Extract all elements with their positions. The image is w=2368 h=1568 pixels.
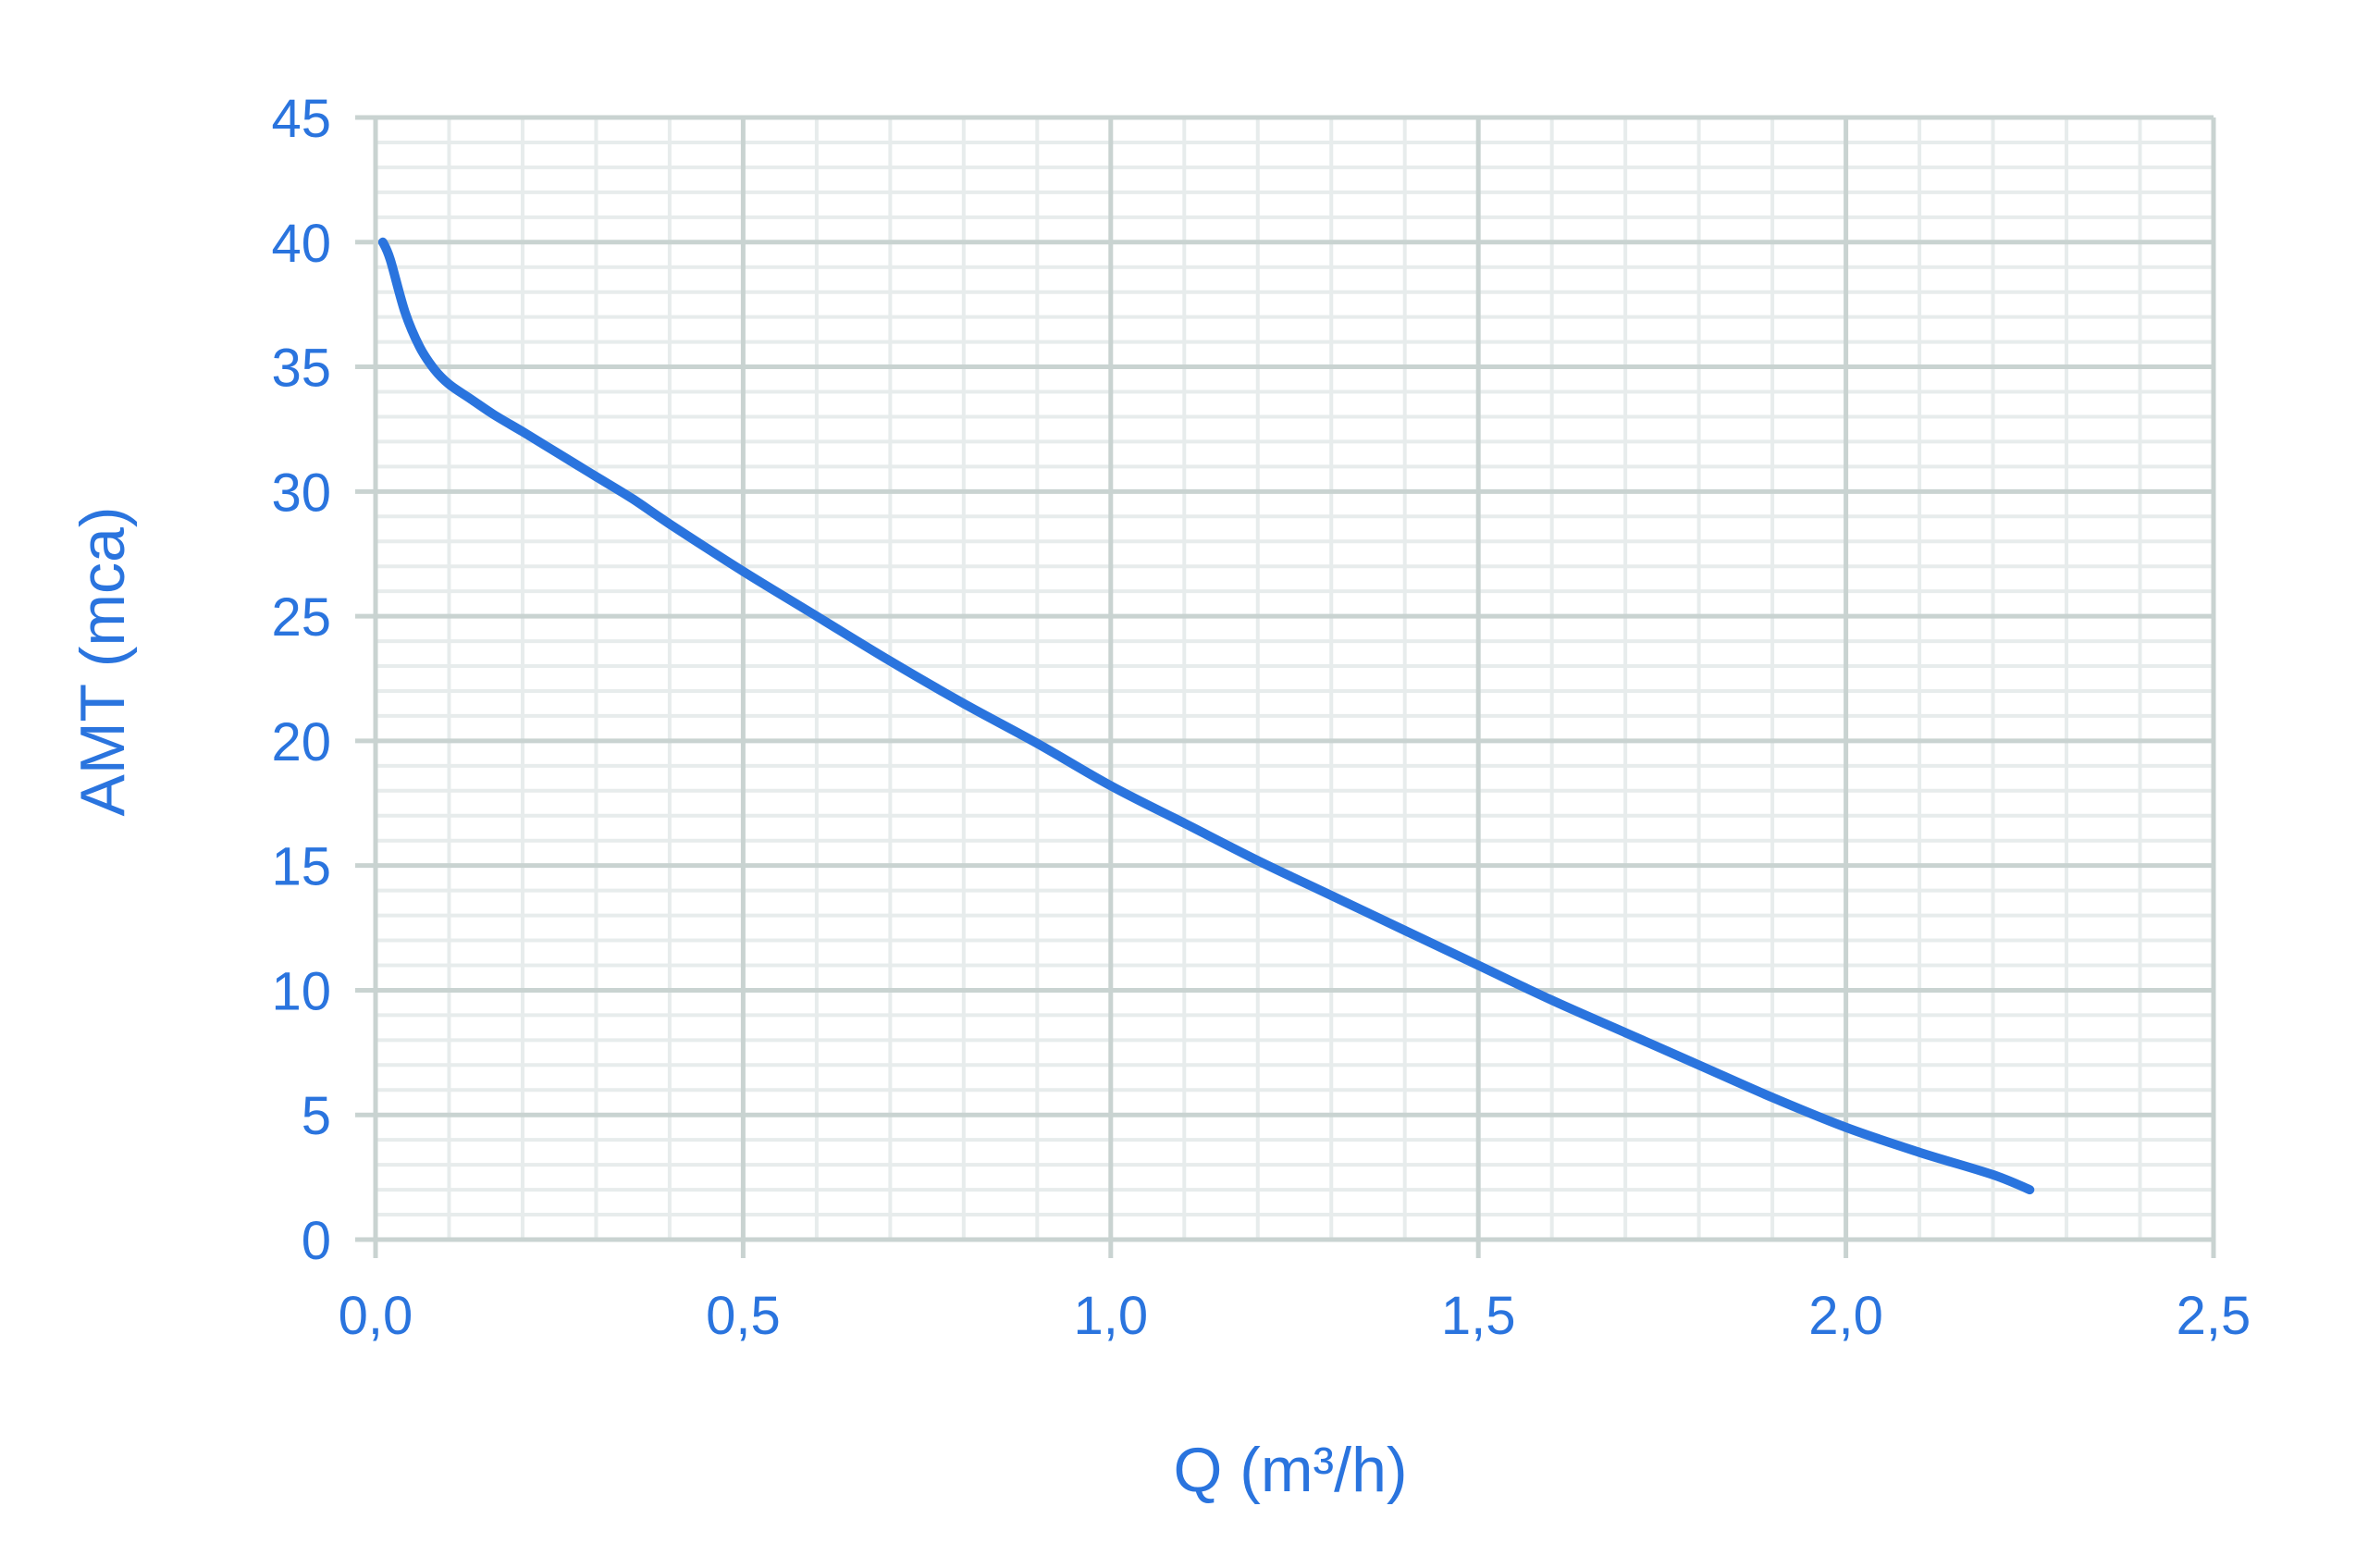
y-tick-label: 15 xyxy=(271,837,331,897)
y-tick-label: 40 xyxy=(271,214,331,274)
x-tick-labels: 0,0 0,5 1,0 1,5 2,0 2,5 xyxy=(339,1286,2251,1346)
x-tick-label: 1,5 xyxy=(1441,1286,1516,1346)
major-grid xyxy=(355,115,2216,1242)
x-tick-label: 2,0 xyxy=(1808,1286,1883,1346)
y-tick-labels: 0 5 10 15 20 25 30 35 40 45 xyxy=(271,89,331,1271)
y-tick-label: 30 xyxy=(271,463,331,523)
y-tick-label: 35 xyxy=(271,339,331,399)
x-tick-label: 2,5 xyxy=(2177,1286,2251,1346)
y-tick-label: 20 xyxy=(271,712,331,772)
x-tick-label: 0,5 xyxy=(706,1286,781,1346)
y-tick-label: 45 xyxy=(271,89,331,149)
y-tick-label: 0 xyxy=(302,1211,331,1271)
pump-curve-line xyxy=(377,237,2035,1195)
y-tick-label: 5 xyxy=(302,1086,331,1146)
minor-grid xyxy=(376,117,2214,1240)
x-tick-label: 1,0 xyxy=(1073,1286,1148,1346)
y-tick-label: 10 xyxy=(271,961,331,1021)
x-tick-label: 0,0 xyxy=(339,1286,413,1346)
y-axis-title: AMT (mca) xyxy=(68,507,138,817)
x-axis-title: Q (m³/h) xyxy=(1173,1435,1407,1505)
y-tick-label: 25 xyxy=(271,587,331,648)
axes xyxy=(355,117,2216,1258)
series-layer xyxy=(377,237,2035,1195)
